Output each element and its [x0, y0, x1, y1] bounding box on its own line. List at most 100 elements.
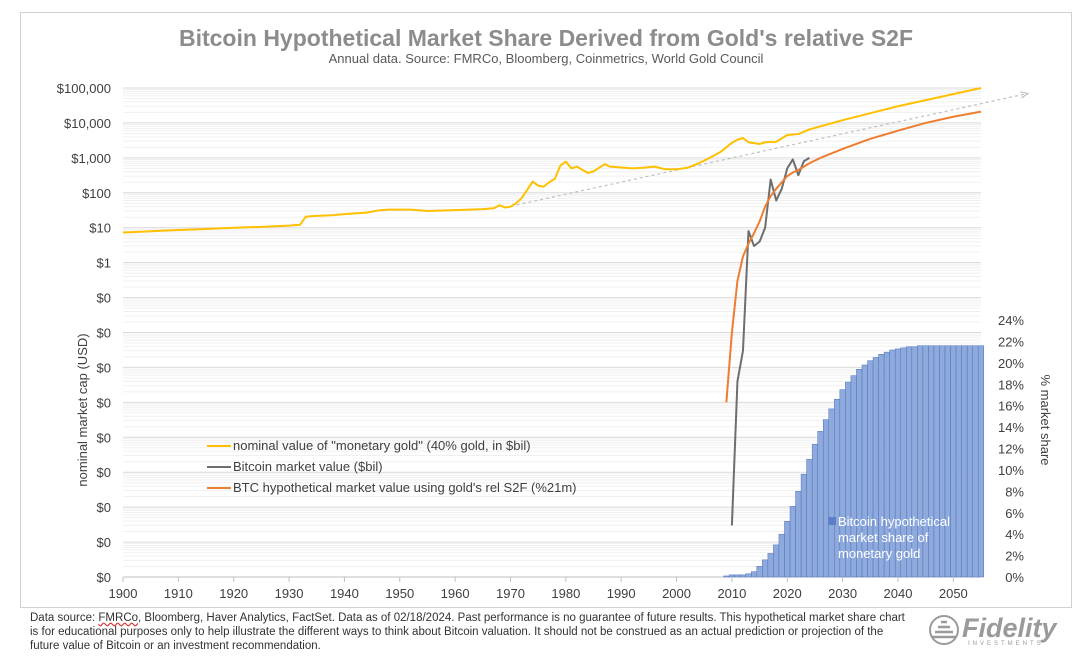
y-tick-label: $10,000	[64, 116, 111, 131]
x-tick-label: 1930	[275, 586, 304, 601]
share-bar	[972, 345, 979, 578]
x-tick-label: 2030	[828, 586, 857, 601]
share-bar	[955, 345, 962, 578]
legend-label-btc: Bitcoin market value ($bil)	[233, 459, 383, 474]
y-tick-label: $0	[97, 535, 111, 550]
footnote-text: , Bloomberg, Haver Analytics, FactSet. D…	[30, 612, 905, 652]
bar-legend-label-line-2: market share of	[838, 530, 929, 545]
y2-axis-title: % market share	[1038, 374, 1053, 465]
share-bar	[767, 553, 774, 578]
fidelity-logo: Fidelity INVESTMENTS	[929, 614, 1058, 647]
share-bar	[961, 345, 968, 578]
y-tick-label: $10	[89, 221, 111, 236]
share-bar	[800, 473, 807, 578]
y-axis-title: nominal market cap (USD)	[75, 333, 90, 486]
y-tick-label: $0	[97, 430, 111, 445]
y2-tick-label: 0%	[1005, 570, 1024, 585]
share-bar	[806, 458, 813, 578]
share-bar	[745, 573, 752, 578]
share-bar	[939, 345, 946, 578]
share-bar	[789, 506, 796, 578]
bar-legend-swatch	[828, 517, 836, 525]
footnote: Data source: FMRCo, Bloomberg, Haver Ana…	[30, 611, 910, 653]
y2-tick-label: 10%	[998, 463, 1024, 478]
footnote-underlined: FMRCo	[98, 612, 139, 624]
share-bar	[773, 544, 780, 578]
btc-market-value-line	[730, 157, 810, 526]
x-tick-label: 1990	[607, 586, 636, 601]
share-bar	[728, 574, 735, 578]
y-tick-label: $0	[97, 395, 111, 410]
x-tick-label: 1920	[219, 586, 248, 601]
share-bar	[784, 521, 791, 578]
x-tick-label: 2020	[773, 586, 802, 601]
y2-tick-label: 4%	[1005, 527, 1024, 542]
grid	[123, 87, 981, 578]
share-bar	[822, 419, 830, 578]
y-tick-label: $0	[97, 291, 111, 306]
share-bar	[751, 571, 758, 578]
y-axis-ticks: $0 $0 $0 $0 $0 $0 $0 $0 $0 $1 $10 $100 $1,000 $10,000…	[57, 81, 111, 585]
legend-label-gold: nominal value of "monetary gold" (40% go…	[233, 438, 531, 453]
y2-tick-label: 22%	[998, 334, 1024, 349]
bar-legend-label-line-1: Bitcoin hypothetical	[838, 514, 950, 529]
y2-tick-label: 8%	[1005, 484, 1024, 499]
x-tick-label: 1960	[441, 586, 470, 601]
x-tick-label: 2040	[884, 586, 913, 601]
share-bar	[928, 345, 935, 578]
share-bar	[795, 491, 802, 578]
y2-tick-label: 20%	[998, 356, 1024, 371]
y-tick-label: $1	[97, 256, 111, 271]
chart-title: Bitcoin Hypothetical Market Share Derive…	[179, 25, 913, 51]
share-bar	[723, 575, 730, 578]
y-tick-label: $100	[82, 186, 111, 201]
y2-tick-label: 16%	[998, 399, 1024, 414]
y2-tick-label: 24%	[998, 313, 1024, 328]
series-lines	[122, 87, 1030, 526]
y2-tick-label: 18%	[998, 377, 1024, 392]
x-tick-label: 1950	[385, 586, 414, 601]
x-tick-label: 2000	[662, 586, 691, 601]
y2-tick-label: 6%	[1005, 506, 1024, 521]
btc-s2f-line	[725, 110, 982, 403]
y2-axis-ticks: 0% 2% 4% 6% 8% 10% 12% 14% 16% 18% 20% 22% 24%	[998, 313, 1024, 585]
share-bar	[817, 431, 824, 578]
gold-value-line	[122, 87, 982, 234]
x-axis-ticks: 1900 1910 1920 1930 1940 1950 1960 1970 1980 1990…	[109, 577, 968, 601]
market-share-bars	[723, 345, 985, 578]
share-bar	[734, 574, 741, 578]
legend: nominal value of "monetary gold" (40% go…	[207, 438, 577, 495]
y-tick-label: $0	[97, 360, 111, 375]
trend-arrow-head	[1020, 91, 1030, 99]
y2-tick-label: 2%	[1005, 549, 1024, 564]
y-tick-label: $0	[97, 500, 111, 515]
y-tick-label: $1,000	[71, 151, 111, 166]
y-tick-label: $100,000	[57, 81, 111, 96]
share-bar	[778, 533, 785, 578]
x-tick-label: 1940	[330, 586, 359, 601]
y2-tick-label: 14%	[998, 420, 1024, 435]
x-tick-label: 2050	[939, 586, 968, 601]
y-tick-label: $0	[97, 465, 111, 480]
trend-arrow-line	[504, 92, 1029, 209]
y-tick-label: $0	[97, 570, 111, 585]
y2-tick-label: 12%	[998, 442, 1024, 457]
x-tick-label: 1980	[551, 586, 580, 601]
chart-subtitle: Annual data. Source: FMRCo, Bloomberg, C…	[329, 51, 764, 66]
share-bar	[762, 559, 769, 578]
share-bar	[811, 443, 818, 578]
share-bar	[944, 345, 951, 578]
legend-label-s2f: BTC hypothetical market value using gold…	[233, 480, 577, 495]
share-bar	[966, 345, 973, 578]
footnote-prefix: Data source:	[30, 612, 99, 624]
share-bar	[828, 408, 835, 578]
share-bar	[933, 345, 940, 578]
x-tick-label: 1900	[109, 586, 138, 601]
share-bar	[950, 345, 957, 578]
bar-legend-label-line-3: monetary gold	[838, 546, 920, 561]
y-tick-label: $0	[97, 326, 111, 341]
fidelity-pyramid-icon	[929, 615, 959, 645]
x-tick-label: 1910	[164, 586, 193, 601]
logo-wordmark: Fidelity	[962, 614, 1058, 643]
